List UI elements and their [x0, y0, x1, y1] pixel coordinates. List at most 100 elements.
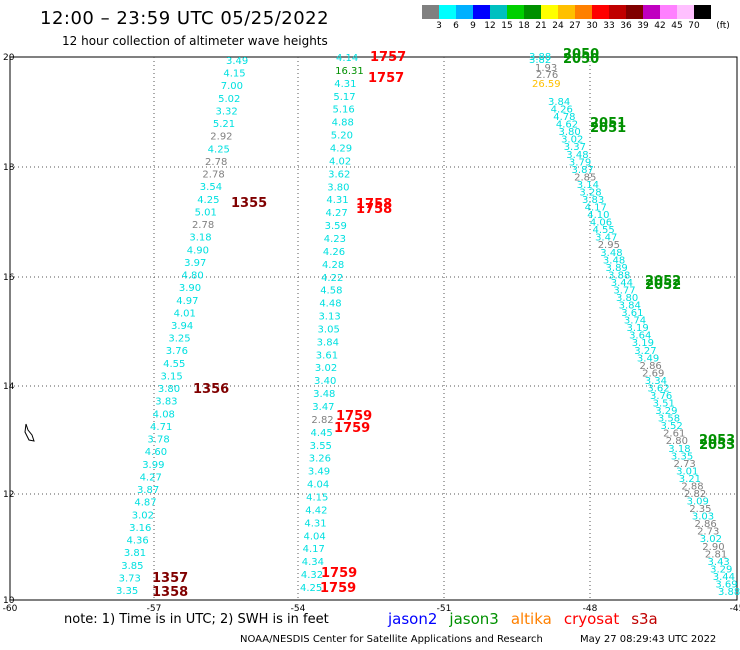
track-label: 5.16 [332, 105, 354, 116]
island-outline [22, 422, 38, 448]
track-label: 2.78 [205, 157, 227, 168]
track-label: 5.01 [195, 207, 217, 218]
lon-tick-label: -45 [730, 604, 740, 614]
track-label: 3.83 [155, 397, 177, 408]
time-label: 2052 [645, 278, 681, 293]
legend-unit: (ft) [716, 21, 730, 31]
track-label: 3.48 [566, 150, 588, 161]
time-label: 2051 [590, 121, 626, 136]
track-label: 3.84 [317, 337, 339, 348]
satellite-label: cryosat [563, 610, 620, 628]
track-label: 3.21 [679, 474, 701, 485]
track-label: 7.00 [221, 81, 243, 92]
track-label: 3.44 [713, 572, 735, 583]
lon-tick-label: -48 [583, 604, 598, 614]
track-label: 3.85 [121, 561, 143, 572]
legend-label: 45 [671, 21, 683, 31]
track-label: 3.61 [621, 308, 643, 319]
track-label: 3.44 [611, 278, 633, 289]
legend-label: 33 [603, 21, 615, 31]
satellite-label: s3a [631, 610, 658, 628]
lon-tick-label: -54 [291, 604, 306, 614]
track-label: 3.88 [529, 52, 551, 63]
lat-tick-label: 10 [3, 596, 15, 606]
track-label: 4.58 [320, 286, 342, 297]
track-label: 4.55 [592, 225, 614, 236]
track-label: 2.88 [681, 481, 703, 492]
track-label: 3.49 [308, 467, 330, 478]
track-label: 3.80 [558, 127, 580, 138]
track-label: 3.02 [132, 510, 154, 521]
track-label: 3.78 [147, 435, 169, 446]
track-label: 3.32 [216, 106, 238, 117]
track-label: 3.69 [715, 579, 737, 590]
track-label: 4.62 [556, 120, 578, 131]
track-label: 2.92 [210, 132, 232, 143]
track-label: 3.54 [200, 182, 222, 193]
legend-label: 27 [569, 21, 581, 31]
page-title: 12:00 – 23:59 UTC 05/25/2022 [40, 8, 330, 29]
track-label: 3.79 [569, 157, 591, 168]
track-label: 2.61 [663, 429, 685, 440]
track-label: 3.99 [142, 460, 164, 471]
track-label: 4.27 [140, 472, 162, 483]
track-label: 2.76 [536, 70, 558, 81]
track-label: 3.09 [687, 497, 709, 508]
track-label: 4.15 [223, 69, 245, 80]
track-label: 5.21 [213, 119, 235, 130]
track-label: 4.42 [305, 505, 327, 516]
time-label: 1757 [370, 50, 406, 65]
track-label: 3.48 [603, 255, 625, 266]
lon-tick-label: -51 [437, 604, 452, 614]
track-label: 4.80 [181, 271, 203, 282]
track-label: 3.62 [647, 383, 669, 394]
track-label: 3.15 [161, 371, 183, 382]
track-label: 4.06 [590, 218, 612, 229]
track-label: 4.78 [553, 112, 575, 123]
track-label: 2.85 [574, 172, 596, 183]
time-label: 1758 [356, 202, 392, 217]
track-label: 4.48 [319, 299, 341, 310]
track-label: 4.97 [176, 296, 198, 307]
legend-label: 42 [654, 21, 666, 31]
track-label: 3.80 [158, 384, 180, 395]
track-label: 4.28 [322, 260, 344, 271]
track-label: 4.34 [302, 557, 324, 568]
track-label: 5.17 [333, 92, 355, 103]
track-label: 3.13 [318, 312, 340, 323]
note-text: note: 1) Time is in UTC; 2) SWH is in fe… [64, 612, 329, 627]
time-label: 2053 [699, 433, 735, 448]
track-label: 4.25 [300, 583, 322, 594]
track-label: 4.17 [303, 544, 325, 555]
track-label: 3.19 [626, 323, 648, 334]
track-label: 3.76 [650, 391, 672, 402]
legend-label: 39 [637, 21, 649, 31]
track-label: 4.04 [304, 531, 326, 542]
track-label: 3.19 [632, 338, 654, 349]
track-label: 16.31 [335, 66, 364, 77]
track-label: 4.02 [329, 156, 351, 167]
track-label: 2.73 [697, 527, 719, 538]
track-label: 3.59 [325, 221, 347, 232]
legend-label: 70 [688, 21, 700, 31]
track-label: 3.02 [700, 534, 722, 545]
track-label: 3.90 [179, 283, 201, 294]
track-label: 2.95 [598, 240, 620, 251]
track-label: 4.29 [330, 143, 352, 154]
track-label: 3.48 [313, 389, 335, 400]
lon-tick-label: -57 [147, 604, 162, 614]
track-label: 2.73 [674, 459, 696, 470]
track-label: 1.93 [535, 63, 557, 74]
track-label: 3.83 [582, 195, 604, 206]
time-label: 1759 [321, 566, 357, 581]
time-label: 1356 [193, 382, 229, 397]
track-label: 3.48 [600, 248, 622, 259]
track-label: 4.08 [153, 409, 175, 420]
track-label: 4.45 [311, 428, 333, 439]
track-label: 4.31 [334, 79, 356, 90]
track-label: 2.90 [702, 542, 724, 553]
legend-label: 9 [470, 21, 476, 31]
track-label: 3.14 [577, 180, 599, 191]
time-label: 1759 [336, 409, 372, 424]
